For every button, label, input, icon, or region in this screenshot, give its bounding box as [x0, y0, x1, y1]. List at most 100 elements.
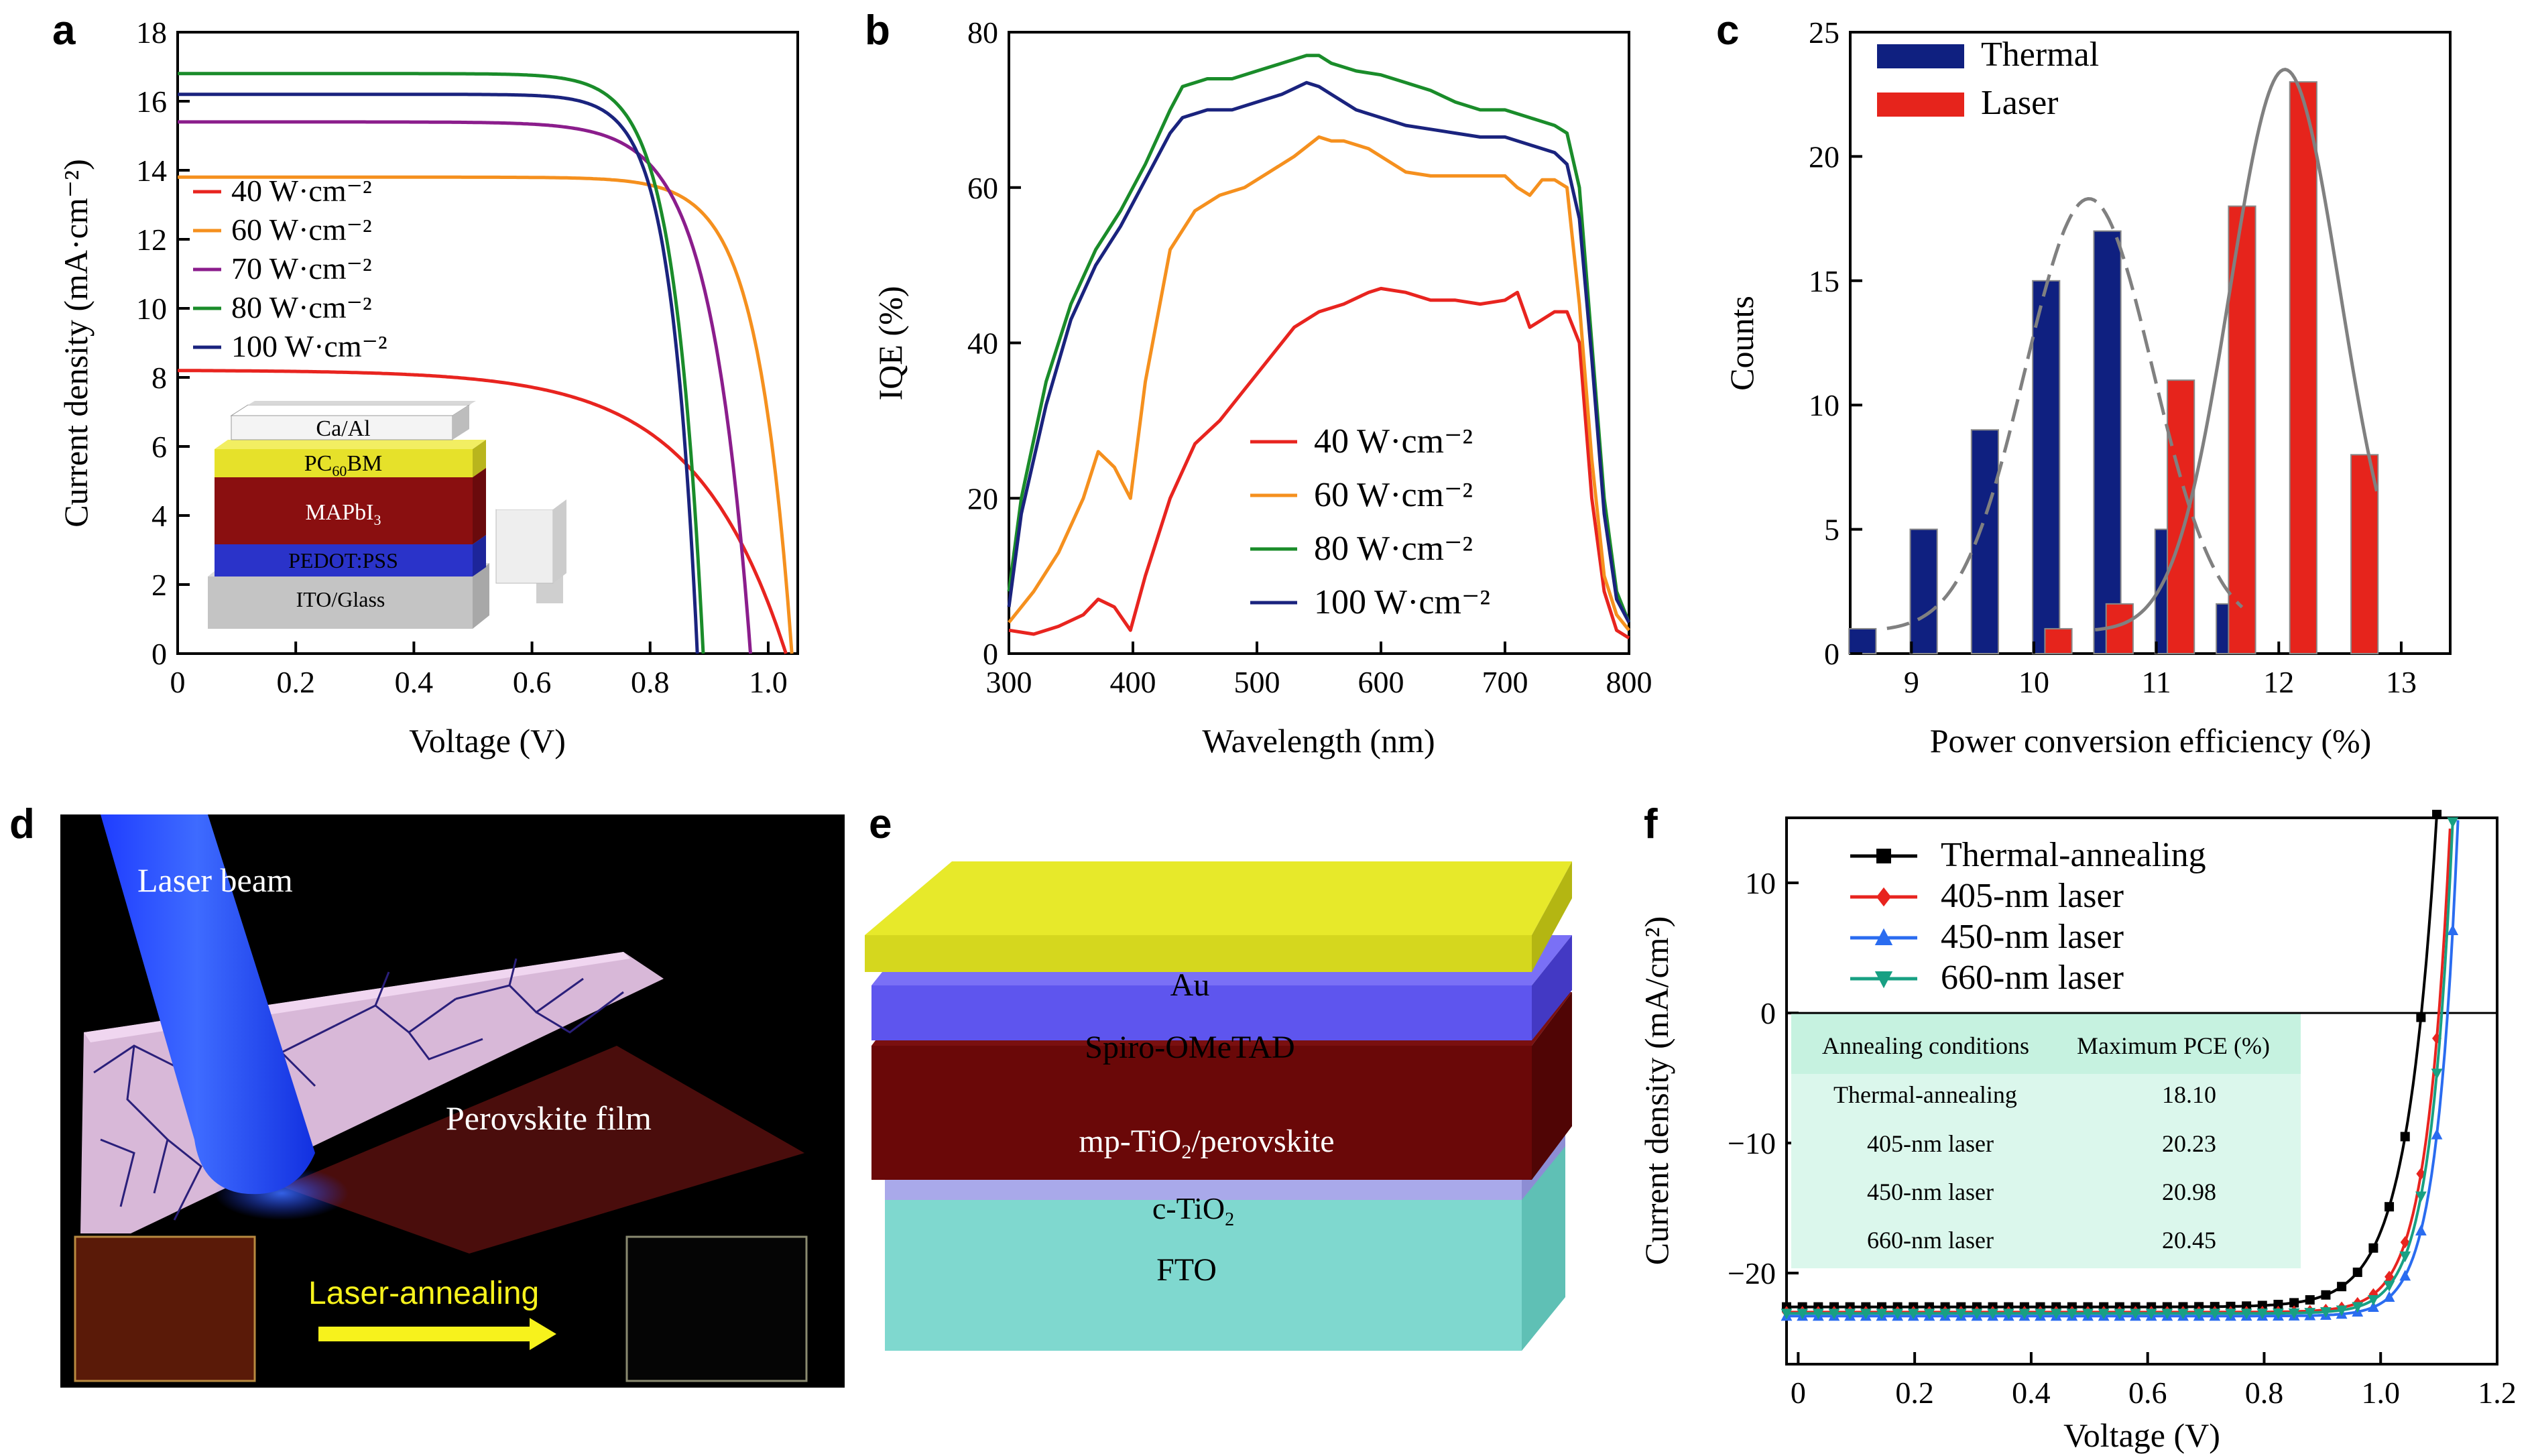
series-marker-f-2: [2415, 1224, 2427, 1235]
x-tick-label: 800: [1606, 665, 1652, 699]
panel-a: a 0 0.2 0.4 0.6 0.8 1.0 0 2 4 6 8 10 12 14 16 18 Voltag…: [52, 7, 799, 760]
x-tick-label: 600: [1358, 665, 1404, 699]
y-tick-label: 25: [1809, 15, 1839, 50]
legend-label-a-3: 80 W·cm⁻²: [231, 290, 372, 324]
table-row-1-pce: 20.23: [2162, 1130, 2216, 1157]
x-tick-label: 1.0: [2361, 1376, 2400, 1410]
y-tick-label: 60: [967, 171, 998, 205]
annealing-arrow-head: [530, 1318, 556, 1350]
laser-beam-label: Laser beam: [137, 861, 293, 899]
film-crack: [100, 1138, 135, 1207]
label-c-tio2: c-TiO2: [1152, 1191, 1234, 1230]
legend-label-b-1: 60 W·cm⁻²: [1314, 476, 1473, 514]
series-marker-f-3: [2336, 1305, 2348, 1317]
series-marker-f-3: [2145, 1309, 2157, 1320]
x-tick-label: 0.4: [2012, 1376, 2051, 1410]
x-tick-label: 300: [986, 665, 1032, 699]
series-line-b-0: [1008, 286, 1630, 640]
series-marker-f-3: [2050, 1309, 2062, 1320]
axis-ticks-c: 9 10 11 12 13 0 5 10 15 20 25: [1809, 15, 2417, 699]
y-tick-label: 12: [136, 223, 167, 257]
series-marker-f-3: [2066, 1309, 2078, 1320]
hist-bar-thermal: [1848, 627, 1877, 654]
panel-letter-e: e: [869, 801, 892, 847]
series-marker-f-0: [2368, 1243, 2378, 1253]
x-tick-label: 500: [1234, 665, 1280, 699]
series-marker-f-3: [2304, 1308, 2316, 1319]
laser-annealing-label: Laser-annealing: [308, 1276, 539, 1311]
x-tick-label: 0: [170, 665, 186, 699]
series-marker-f-2: [2447, 924, 2459, 935]
series-marker-f-3: [1876, 1309, 1888, 1320]
series-marker-f-3: [2431, 1069, 2443, 1080]
axis-ticks-a: 0 0.2 0.4 0.6 0.8 1.0 0 2 4 6 8 10 12 14 16 18: [136, 15, 788, 699]
series-marker-f-3: [1828, 1309, 1840, 1320]
table-row-3-condition: 660-nm laser: [1867, 1227, 1994, 1254]
legend-label-f-1: 405-nm laser: [1941, 877, 2124, 915]
y-axis-title-c: Counts: [1723, 296, 1760, 391]
label-spiro: Spiro-OMeTAD: [1085, 1030, 1294, 1065]
series-marker-f-0: [2385, 1202, 2395, 1212]
x-tick-label: 12: [2263, 665, 2294, 699]
x-tick-label: 0.8: [631, 665, 670, 699]
stack-label-caal: Ca/Al: [316, 416, 370, 441]
x-tick-label: 11: [2141, 665, 2171, 699]
series-marker-f-3: [2209, 1309, 2221, 1320]
series-marker-f-3: [1939, 1309, 1951, 1320]
legend-marker-f-2: [1874, 928, 1893, 945]
plot-frame-a: [176, 31, 799, 655]
series-marker-f-0: [2432, 810, 2442, 820]
hist-bar-laser: [2167, 379, 2195, 654]
series-marker-f-0: [2416, 1012, 2426, 1022]
sample-before: [74, 1235, 256, 1382]
series-marker-f-3: [1955, 1309, 1967, 1320]
series-marker-f-3: [1781, 1309, 1793, 1320]
series-marker-f-0: [2257, 1300, 2267, 1311]
y-tick-label: 16: [136, 84, 167, 119]
table-row-2-pce: 20.98: [2162, 1178, 2216, 1205]
panel-letter-b: b: [865, 7, 890, 54]
hist-bar-laser: [2044, 627, 2073, 654]
series-line-a-2: [178, 120, 752, 654]
y-tick-label: 10: [1745, 866, 1776, 900]
y-tick-label: 10: [136, 292, 167, 326]
y-tick-label: 0: [1824, 637, 1839, 671]
film-crack: [126, 1045, 169, 1194]
series-marker-f-2: [2383, 1290, 2395, 1302]
y-tick-label: 0: [152, 637, 167, 671]
film-crack: [167, 1138, 202, 1221]
legend-swatch-c-1: [1877, 93, 1964, 117]
laser-beam: [101, 814, 315, 1195]
series-marker-f-3: [2383, 1280, 2395, 1292]
legend-a: 40 W·cm⁻² 60 W·cm⁻² 70 W·cm⁻² 80 W·cm⁻² 100 …: [193, 174, 387, 363]
series-marker-f-3: [2256, 1309, 2269, 1320]
y-tick-label: 18: [136, 15, 167, 50]
layer-au: [865, 861, 1572, 972]
series-marker-f-3: [2368, 1294, 2379, 1307]
stack-label-pedot: PEDOT:PSS: [288, 548, 398, 572]
series-marker-f-3: [2002, 1309, 2014, 1320]
series-marker-f-1: [2385, 1270, 2395, 1283]
table-row-0-condition: Thermal-annealing: [1833, 1081, 2017, 1108]
legend-label-c-1: Laser: [1981, 84, 2058, 122]
series-line-a-4: [178, 93, 699, 654]
pce-table: Annealing conditions Maximum PCE (%) The…: [1791, 1014, 2301, 1268]
series-line-b-3: [1007, 80, 1631, 623]
series-marker-f-0: [2321, 1290, 2331, 1300]
y-tick-label: 15: [1809, 264, 1839, 298]
x-tick-label: 1.2: [2478, 1376, 2517, 1410]
histogram-bars-c: [1848, 81, 2379, 655]
fit-curve-laser: [2095, 68, 2378, 631]
film-crack: [374, 971, 390, 1006]
perovskite-film: [282, 1046, 804, 1254]
series-marker-f-3: [1797, 1309, 1809, 1320]
film-crack: [455, 977, 584, 1014]
series-marker-f-0: [2273, 1299, 2283, 1309]
panel-d: d Laser beam Perovskite film Laser-annea…: [9, 801, 845, 1388]
sample-after: [625, 1235, 808, 1382]
panel-b: b 300 400 500 600 700 800 0 20 40 60 80 Wavelength…: [865, 7, 1652, 760]
y-tick-label: 6: [152, 430, 167, 464]
hist-bar-thermal: [1909, 528, 1938, 654]
